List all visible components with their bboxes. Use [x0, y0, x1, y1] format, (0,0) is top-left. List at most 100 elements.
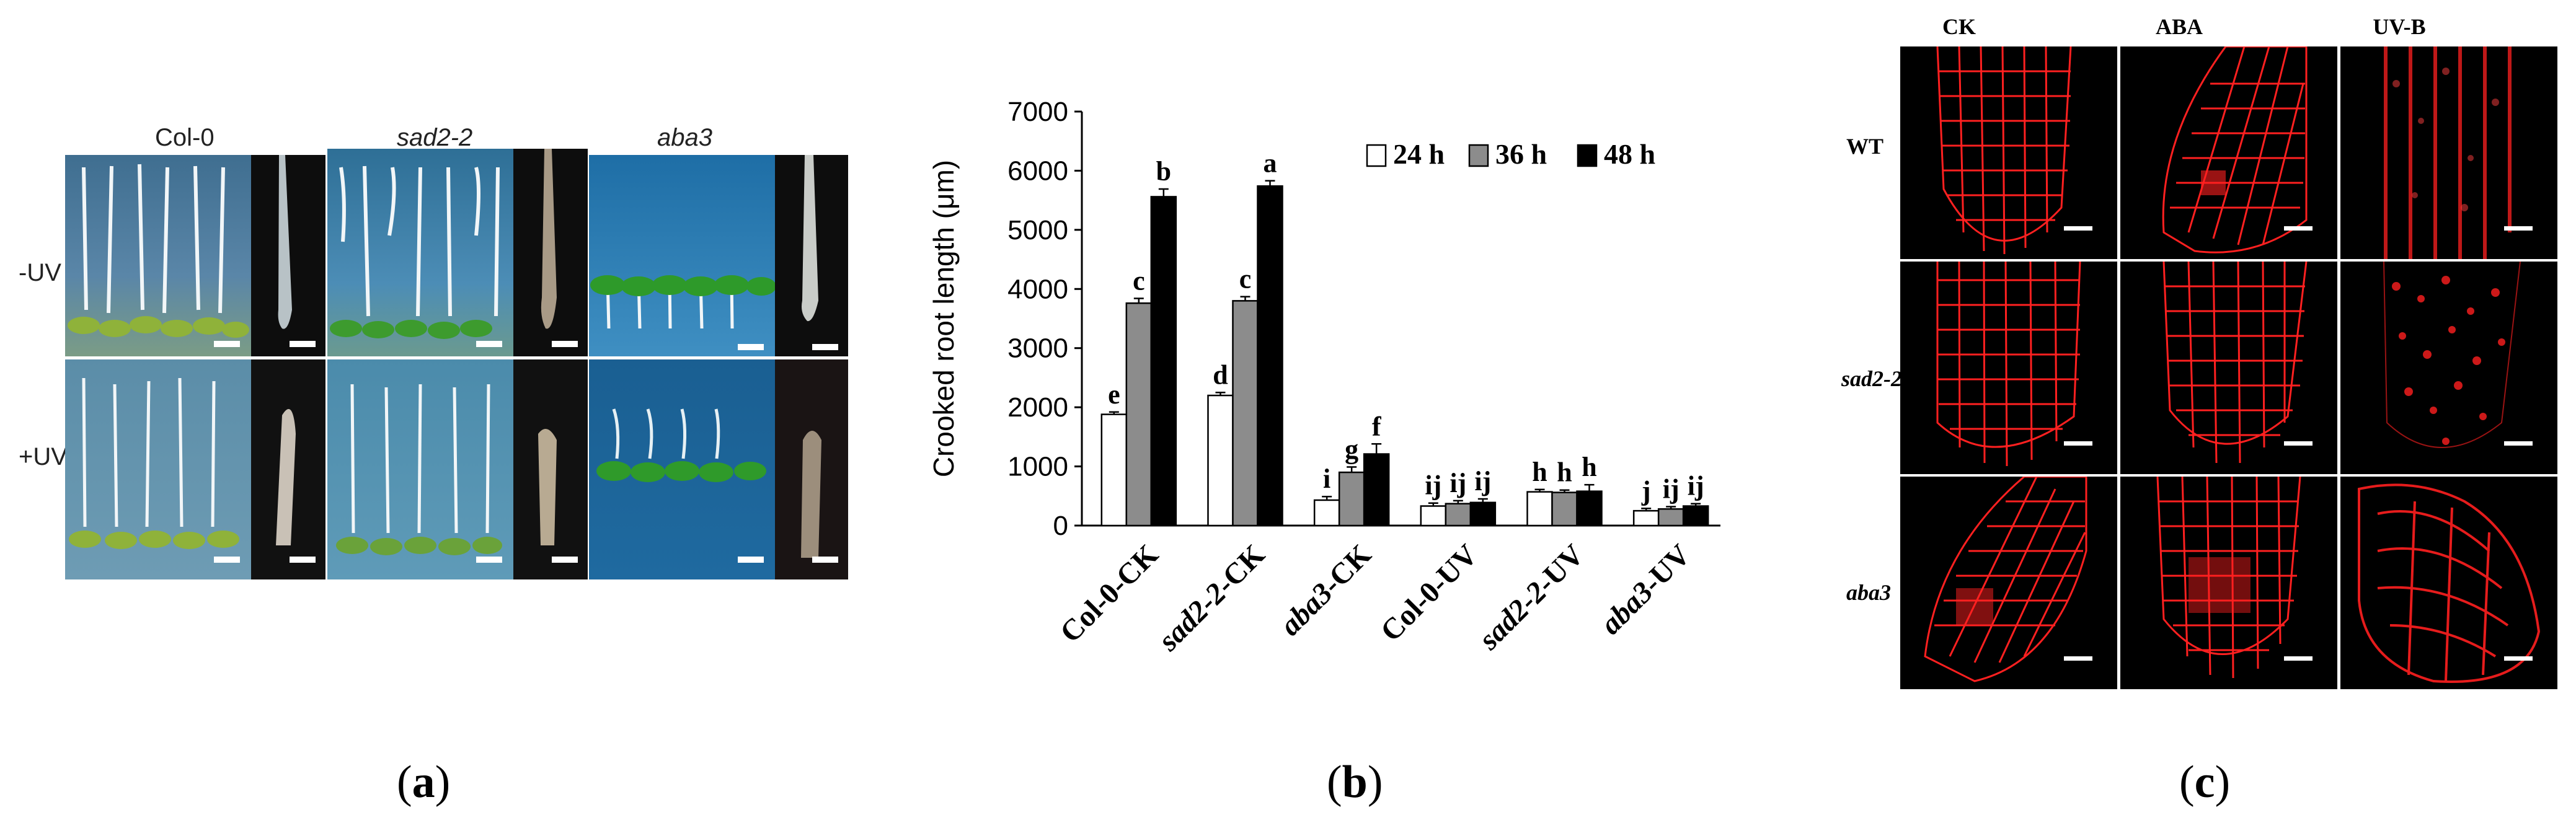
y-tick-label: 4000 [1007, 274, 1068, 304]
treatment-label-minus-uv: -UV [19, 259, 61, 286]
column-label-ck: CK [1942, 14, 1976, 39]
photo-sad2-2-plus-uv [327, 359, 513, 579]
confocal-wt-aba [2120, 46, 2337, 259]
significance-letter: c [1239, 264, 1252, 294]
photo-sad2-2-minus-uv [327, 149, 513, 356]
row-label-wt: WT [1846, 134, 1884, 159]
significance-letter: h [1557, 457, 1572, 488]
significance-letter: d [1213, 359, 1228, 390]
confocal-sad2-2-ck [1900, 262, 2117, 474]
bar-48h-sad2-2-UV [1576, 490, 1603, 527]
caption-b-letter: b [1342, 757, 1368, 808]
bar-36h-aba3-UV [1657, 508, 1684, 527]
significance-letter: ij [1450, 468, 1466, 498]
y-tick-label: 5000 [1007, 215, 1068, 245]
caption-a-open: ( [397, 757, 412, 808]
significance-letter: a [1264, 148, 1277, 178]
bar-48h-aba3-UV [1682, 505, 1709, 527]
photo-sad2-2-root-minus-uv [513, 149, 588, 356]
caption-c: (c) [2179, 756, 2230, 809]
bar-36h-sad2-2-CK [1232, 300, 1259, 527]
photo-aba3-minus-uv [589, 155, 775, 356]
x-category-label: aba3-CK [1273, 538, 1378, 642]
legend-label: 36 h [1495, 138, 1547, 170]
y-tick-label: 6000 [1007, 156, 1068, 186]
confocal-wt-ck [1900, 46, 2117, 259]
y-tick-label: 1000 [1007, 452, 1068, 482]
significance-letter: ij [1474, 466, 1491, 496]
legend-swatch-36h [1468, 144, 1489, 167]
bar-48h-sad2-2-CK [1257, 185, 1283, 527]
genotype-label-aba3: aba3 [657, 124, 712, 151]
bar-36h-Col-0-UV [1445, 503, 1472, 527]
genotype-label-sad2-2: sad2-2 [397, 124, 473, 151]
significance-letter: i [1323, 464, 1330, 494]
panel-b: 0 1000 2000 3000 4000 5000 6000 7000 Crooked roo… [905, 81, 1773, 824]
legend-label: 48 h [1604, 138, 1655, 170]
x-category-label: sad2-2-CK [1151, 538, 1271, 658]
significance-letter: ij [1663, 473, 1680, 504]
column-label-uvb: UV-B [2373, 14, 2426, 39]
bar-36h-sad2-2-UV [1551, 491, 1578, 527]
legend-swatch-24h [1366, 144, 1387, 167]
legend-label: 24 h [1393, 138, 1445, 170]
photo-aba3-root-minus-uv [775, 155, 848, 356]
caption-c-letter: c [2194, 757, 2215, 808]
bar-36h-Col-0-CK [1125, 302, 1153, 527]
significance-letter: h [1582, 452, 1596, 482]
photo-sad2-2-root-plus-uv [513, 359, 588, 579]
significance-letter: j [1641, 475, 1651, 506]
significance-letter: f [1372, 411, 1382, 441]
caption-b: (b) [1327, 756, 1383, 809]
caption-b-open: ( [1327, 757, 1342, 808]
genotype-label-col0: Col-0 [155, 124, 215, 151]
x-category-label-name: sad2-2 [1151, 577, 1233, 658]
column-label-aba: ABA [2155, 14, 2203, 39]
y-tick-label: 7000 [1007, 97, 1068, 127]
bar-36h-aba3-CK [1338, 471, 1365, 527]
significance-letter: b [1156, 156, 1171, 187]
caption-b-close: ) [1367, 757, 1383, 808]
bar-24h-aba3-CK [1313, 499, 1340, 527]
y-tick-label: 0 [1053, 511, 1068, 541]
caption-a: (a) [397, 756, 450, 809]
significance-letter: ij [1688, 471, 1704, 501]
photo-col0-minus-uv [65, 155, 251, 356]
caption-a-letter: a [412, 757, 435, 808]
photo-aba3-root-plus-uv [775, 359, 848, 579]
photo-col0-root-minus-uv [251, 155, 325, 356]
bar-24h-sad2-2-CK [1207, 394, 1234, 527]
significance-letter: g [1345, 434, 1358, 465]
bar-24h-Col-0-CK [1100, 413, 1128, 527]
bar-48h-Col-0-CK [1150, 196, 1177, 527]
y-axis-label: Crooked root length (μm) [927, 160, 960, 477]
photo-aba3-plus-uv [589, 359, 775, 579]
bar-24h-sad2-2-UV [1526, 491, 1553, 527]
significance-letter: e [1108, 379, 1120, 410]
row-label-sad2-2: sad2-2 [1841, 366, 1902, 391]
bar-24h-Col-0-UV [1420, 505, 1447, 527]
x-category-label: sad2-2-UV [1472, 538, 1590, 656]
x-category-label: Col-0-CK [1054, 538, 1165, 649]
caption-c-close: ) [2215, 757, 2231, 808]
x-category-label: Col-0-UV [1374, 538, 1484, 648]
confocal-wt-uvb [2340, 46, 2557, 259]
photo-col0-plus-uv [65, 359, 251, 579]
treatment-label-plus-uv: +UV [19, 443, 68, 470]
caption-a-close: ) [435, 757, 451, 808]
bar-chart: 0 1000 2000 3000 4000 5000 6000 7000 Crooked roo… [927, 97, 1720, 658]
confocal-aba3-uvb [2340, 477, 2557, 689]
confocal-sad2-2-uvb [2340, 262, 2557, 474]
legend-swatch-48h [1577, 144, 1598, 167]
bar-24h-aba3-UV [1632, 509, 1660, 527]
significance-letter: h [1532, 457, 1547, 487]
significance-letter: ij [1425, 470, 1441, 501]
panel-a: Col-0 sad2-2 aba3 -UV +UV [0, 0, 880, 828]
confocal-sad2-2-aba [2120, 262, 2337, 474]
confocal-aba3-ck [1900, 477, 2117, 689]
bar-48h-aba3-CK [1363, 453, 1390, 527]
x-category-label: aba3-UV [1594, 538, 1697, 641]
caption-c-open: ( [2179, 757, 2195, 808]
significance-letter: c [1133, 266, 1145, 296]
photo-col0-root-plus-uv [251, 359, 325, 579]
